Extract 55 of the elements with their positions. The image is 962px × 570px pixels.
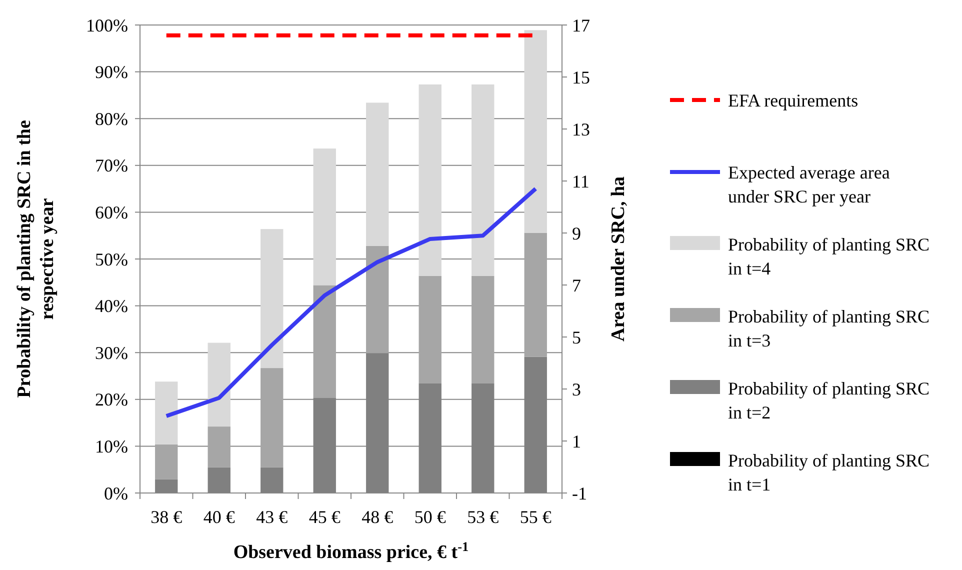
bar <box>366 102 389 246</box>
bar <box>524 30 547 233</box>
legend-label: Probability of planting SRC in t=3 <box>728 306 930 350</box>
y-tick-label: 10% <box>95 436 128 456</box>
x-tick-label: 40 € <box>203 507 235 527</box>
legend-label: Probability of planting SRC in t=1 <box>728 450 930 494</box>
x-tick-label: 38 € <box>150 507 182 527</box>
y2-tick-label: -1 <box>572 483 587 504</box>
y2-tick-label: 9 <box>572 223 581 244</box>
y-tick-label: 0% <box>104 483 128 504</box>
x-tick-label: 50 € <box>414 507 446 527</box>
y-tick-label: 90% <box>95 62 128 82</box>
y2-tick-label: 17 <box>572 15 590 36</box>
x-tick-label: 55 € <box>520 507 552 527</box>
bar <box>472 276 494 384</box>
bar <box>260 368 284 468</box>
bar <box>418 276 442 384</box>
y2-tick-label: 3 <box>572 379 581 400</box>
x-axis-title: Observed biomass price, € t$^{-1}$ <box>233 538 469 563</box>
y2-tick-label: 7 <box>572 275 581 296</box>
y-tick-label: 80% <box>95 108 128 129</box>
y-tick-label: 40% <box>95 296 128 316</box>
y-tick-label: 100% <box>86 15 128 36</box>
bar <box>313 148 336 286</box>
x-tick-label: 43 € <box>256 507 288 527</box>
bar <box>472 84 494 276</box>
legend-label: EFA requirements <box>728 90 858 110</box>
x-tick-label: 48 € <box>362 507 394 527</box>
y-tick-label: 30% <box>95 342 128 363</box>
y-tick-label: 20% <box>95 390 128 410</box>
bar <box>208 426 230 468</box>
legend-label: Expected average area under SRC per year <box>728 162 890 206</box>
y2-tick-label: 15 <box>572 67 590 88</box>
bar <box>260 229 284 368</box>
y2-axis-title: Area under SRC, ha <box>608 176 629 342</box>
x-tick-label: 45 € <box>308 507 340 527</box>
y-tick-label: 60% <box>95 202 128 222</box>
legend-label: Probability of planting SRC in t=4 <box>728 234 930 278</box>
y2-tick-label: 11 <box>572 171 590 192</box>
y-tick-label: 70% <box>95 156 128 176</box>
y-axis-title: Probability of planting SRC in the respective year <box>14 120 58 398</box>
legend-label: Probability of planting SRC in t=2 <box>728 378 930 422</box>
line-series <box>164 186 538 418</box>
bar <box>155 382 178 444</box>
y2-tick-label: 1 <box>572 431 581 452</box>
bar <box>208 342 230 427</box>
x-tick-label: 53 € <box>467 507 499 527</box>
bar <box>524 232 547 357</box>
bar <box>313 285 336 398</box>
y2-tick-label: 5 <box>572 327 581 348</box>
bar <box>155 444 178 480</box>
y2-tick-label: 13 <box>572 119 590 140</box>
bar <box>418 84 442 276</box>
y-tick-label: 50% <box>95 249 128 270</box>
bar <box>366 246 389 354</box>
